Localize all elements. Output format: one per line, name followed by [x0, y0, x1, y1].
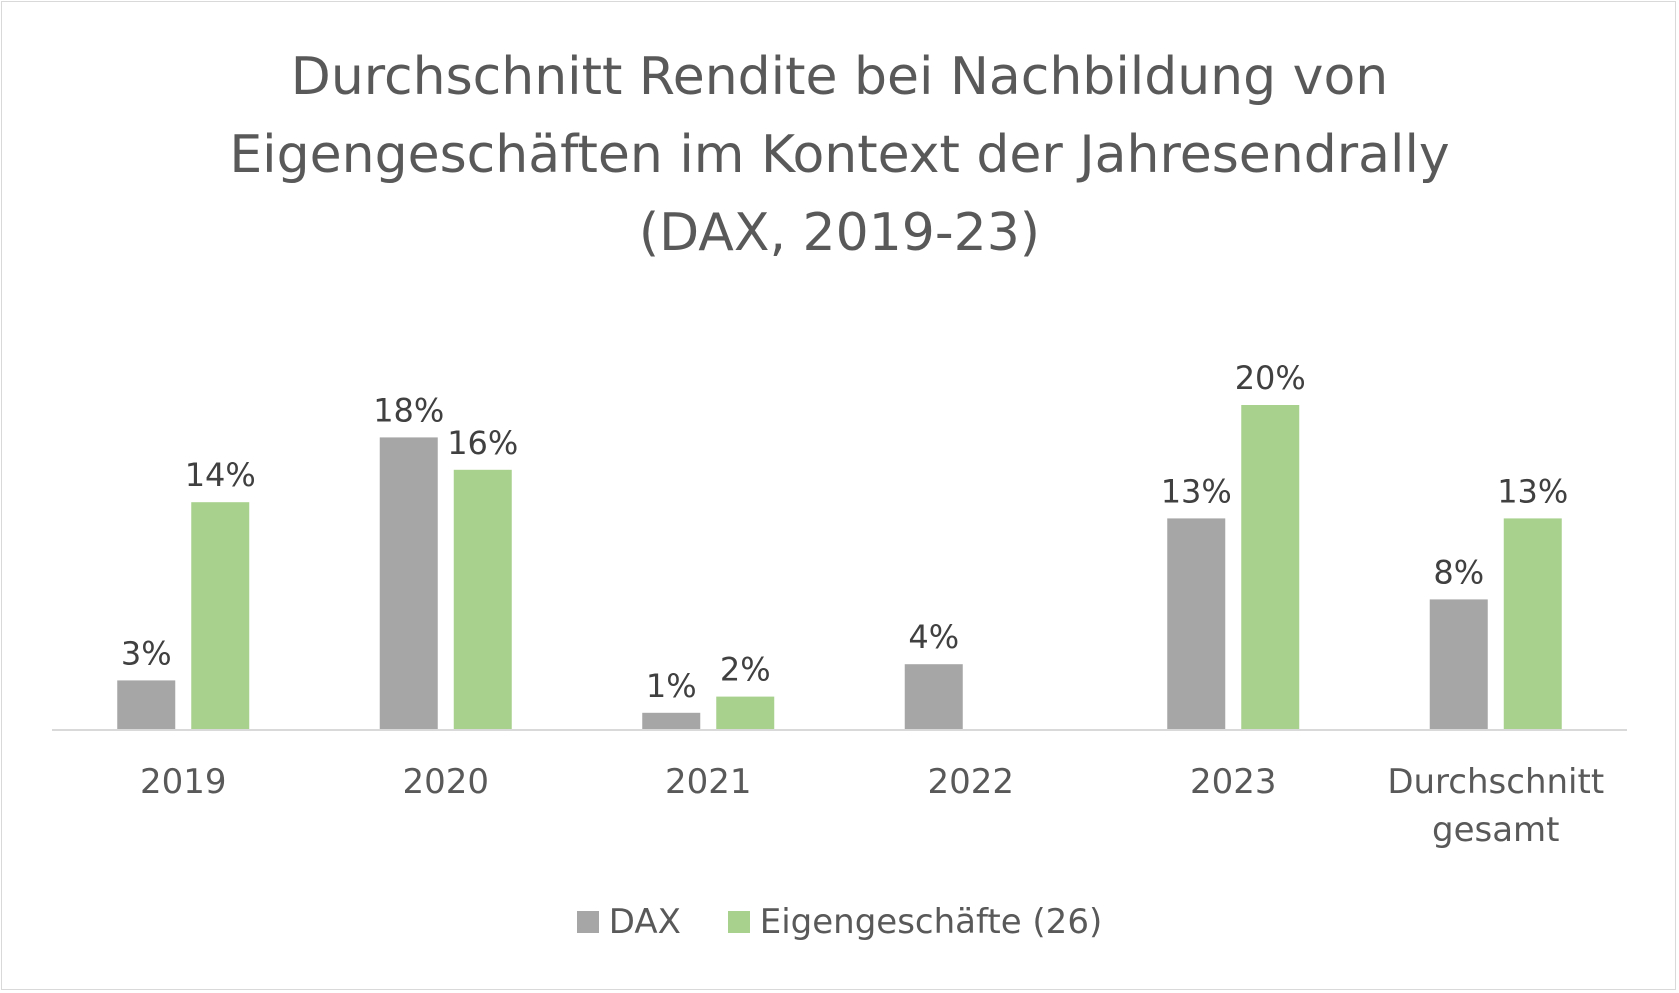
legend: DAX Eigengeschäfte (26) [0, 902, 1679, 942]
legend-swatch-dax [576, 911, 599, 933]
bar-dax-0 [117, 680, 176, 729]
bar-dax-5 [1429, 599, 1488, 729]
legend-label-dax: DAX [608, 902, 681, 942]
legend-item-eigengeschaefte: Eigengeschäfte (26) [727, 902, 1103, 942]
chart-title: Durchschnitt Rendite bei Nachbildung von… [0, 38, 1679, 272]
bar-eigengeschaefte-1 [453, 469, 512, 729]
bar-dax-3 [904, 664, 963, 729]
data-label-eigengeschaefte-0: 14% [185, 456, 256, 494]
x-tick-label-3-0: 2022 [927, 762, 1014, 802]
x-tick-label-2-0: 2021 [665, 762, 752, 802]
data-label-eigengeschaefte-4: 20% [1235, 359, 1306, 397]
data-label-eigengeschaefte-5: 13% [1497, 472, 1568, 510]
x-tick-label-5-1: gesamt [1432, 810, 1560, 850]
data-label-eigengeschaefte-2: 2% [720, 651, 771, 689]
legend-swatch-eigengeschaefte [727, 911, 750, 933]
data-label-dax-2: 1% [646, 667, 697, 705]
x-tick-label-1-0: 2020 [402, 762, 489, 802]
bar-dax-2 [642, 712, 701, 729]
chart-title-line-3: (DAX, 2019-23) [638, 203, 1041, 263]
bar-dax-1 [379, 437, 438, 729]
chart-title-line-1: Durchschnitt Rendite bei Nachbildung von [290, 47, 1389, 107]
data-label-dax-5: 8% [1433, 553, 1484, 591]
legend-item-dax: DAX [576, 902, 681, 942]
data-label-dax-4: 13% [1161, 472, 1232, 510]
bar-eigengeschaefte-0 [191, 502, 250, 729]
bar-eigengeschaefte-5 [1503, 518, 1562, 729]
data-label-dax-3: 4% [908, 618, 959, 656]
chart-title-line-2: Eigengeschäften im Kontext der Jahresend… [229, 125, 1450, 185]
data-label-dax-0: 3% [121, 634, 172, 672]
x-tick-label-0-0: 2019 [140, 762, 227, 802]
x-tick-label-4-0: 2023 [1190, 762, 1277, 802]
x-tick-labels-layer: 2019 2020 2021 2022 2023 Durchschnitt gesamt [140, 762, 1604, 850]
data-labels-layer: 3% 14% 18%16% 1% 2% 4% 13% 20% 8% 13% [121, 359, 1568, 705]
bar-eigengeschaefte-2 [716, 696, 775, 729]
bar-eigengeschaefte-4 [1241, 405, 1300, 729]
legend-label-eigengeschaefte: Eigengeschäfte (26) [759, 902, 1103, 942]
x-tick-label-5-0: Durchschnitt [1387, 762, 1604, 802]
data-label-eigengeschaefte-1: 16% [447, 424, 518, 462]
bar-dax-4 [1167, 518, 1226, 729]
bars-layer [117, 405, 1562, 729]
data-label-dax-1: 18% [373, 391, 444, 429]
